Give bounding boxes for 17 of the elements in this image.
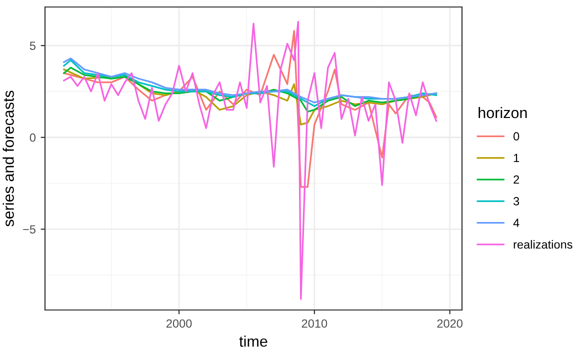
legend-title: horizon: [478, 106, 527, 118]
y-tick-label: −5: [23, 225, 36, 234]
x-tick-label: 2010: [302, 319, 328, 328]
legend-label: 2: [514, 175, 520, 184]
line-series: [63, 30, 438, 188]
legend-label: 1: [514, 154, 520, 162]
y-tick-label: 0: [30, 133, 36, 142]
y-axis-title: series and forecasts: [2, 90, 14, 226]
x-axis-title: time: [239, 336, 268, 347]
x-tick-label: 2000: [166, 319, 192, 328]
x-tick-label: 2020: [437, 319, 462, 328]
legend-label: 4: [513, 218, 520, 227]
legend-label: 0: [514, 132, 520, 141]
legend-label: 3: [513, 197, 520, 206]
line-series: [63, 20, 438, 300]
y-tick-label: 5: [30, 42, 36, 50]
legend-label: realizations: [514, 240, 572, 249]
